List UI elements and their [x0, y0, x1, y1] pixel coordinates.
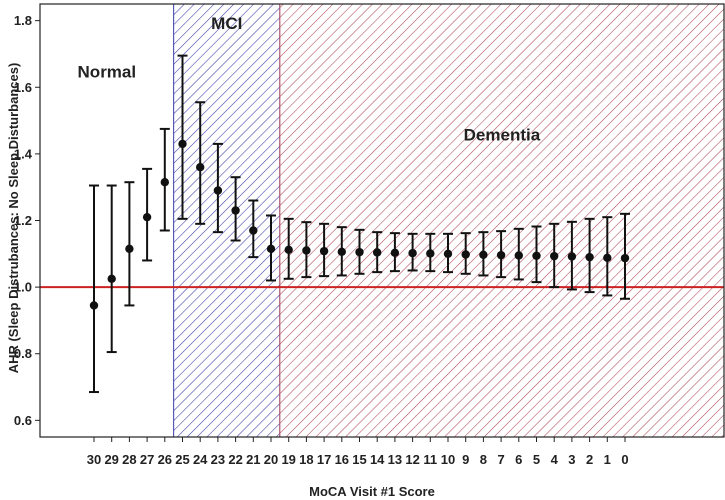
- data-point: [620, 253, 630, 263]
- x-tick-label: 19: [281, 452, 295, 467]
- x-tick-label: 21: [246, 452, 260, 467]
- data-point: [355, 247, 364, 257]
- region-label-normal: Normal: [78, 62, 137, 81]
- x-ticks-layer: 30 29 28 27 26 25 24 23 22 21 20 19 18 17 16 15 14 13 12 11…: [87, 437, 629, 467]
- region-label-mci: MCI: [211, 14, 242, 33]
- data-point: [107, 274, 116, 283]
- x-tick-label: 10: [441, 452, 455, 467]
- data-point: [337, 247, 346, 257]
- data-point: [196, 163, 205, 172]
- x-tick-label: 23: [211, 452, 225, 467]
- x-tick-label: 5: [533, 452, 540, 467]
- y-tick-label: 0.8: [14, 346, 32, 361]
- x-tick-label: 4: [551, 452, 559, 467]
- x-tick-label: 18: [299, 452, 313, 467]
- region-dementia: [279, 3, 725, 438]
- data-point: [142, 212, 152, 222]
- data-point: [266, 244, 276, 254]
- x-tick-label: 11: [423, 452, 437, 467]
- x-tick-label: 6: [515, 452, 522, 467]
- y-tick-label: 1.8: [14, 13, 32, 28]
- x-tick-label: 28: [122, 452, 136, 467]
- data-point: [249, 226, 258, 235]
- data-point: [479, 250, 488, 260]
- x-tick-label: 30: [87, 452, 101, 467]
- y-axis-title: AHR (Sleep Distrubances: No Sleep Distur…: [6, 63, 21, 374]
- x-tick-label: 8: [480, 452, 487, 467]
- x-tick-label: 22: [228, 452, 242, 467]
- data-point: [496, 250, 506, 260]
- x-tick-label: 0: [621, 452, 628, 467]
- data-point: [514, 251, 523, 260]
- data-point: [125, 244, 134, 254]
- points-layer: [89, 139, 630, 310]
- y-tick-label: 1.0: [14, 280, 32, 295]
- data-point: [178, 139, 187, 149]
- x-tick-label: 2: [586, 452, 593, 467]
- x-tick-label: 17: [317, 452, 331, 467]
- data-point: [213, 186, 223, 195]
- data-point: [373, 248, 382, 257]
- data-point: [532, 251, 541, 261]
- data-point: [603, 253, 612, 263]
- y-ticks-layer: 0.6 0.8 1.0 1.2 1.4 1.6 1.8: [14, 13, 40, 428]
- data-point: [89, 301, 99, 310]
- x-tick-label: 14: [370, 452, 385, 467]
- data-point: [319, 246, 329, 256]
- data-point: [461, 250, 470, 259]
- x-tick-label: 12: [405, 452, 419, 467]
- data-point: [550, 251, 559, 261]
- region-mci: [173, 3, 281, 438]
- x-tick-label: 15: [352, 452, 366, 467]
- x-axis-title: MoCA Visit #1 Score: [309, 484, 435, 499]
- data-point: [585, 252, 594, 262]
- data-point: [390, 248, 400, 258]
- x-tick-label: 26: [158, 452, 172, 467]
- x-tick-label: 20: [264, 452, 278, 467]
- data-point: [426, 249, 435, 258]
- x-tick-label: 24: [193, 452, 208, 467]
- y-tick-label: 1.4: [14, 146, 33, 161]
- x-tick-label: 1: [604, 452, 611, 467]
- region-label-dementia: Dementia: [464, 126, 541, 145]
- y-tick-label: 1.6: [14, 80, 32, 95]
- x-tick-label: 25: [175, 452, 189, 467]
- data-point: [231, 206, 240, 215]
- data-point: [443, 249, 453, 259]
- data-point: [408, 248, 417, 258]
- y-tick-label: 0.6: [14, 413, 32, 428]
- data-point: [284, 245, 293, 255]
- x-tick-label: 13: [388, 452, 402, 467]
- x-tick-label: 9: [462, 452, 469, 467]
- data-point: [160, 177, 169, 187]
- data-point: [567, 252, 577, 261]
- data-point: [302, 246, 311, 255]
- x-tick-label: 7: [497, 452, 504, 467]
- x-tick-label: 3: [568, 452, 575, 467]
- x-tick-label: 16: [335, 452, 349, 467]
- y-tick-label: 1.2: [14, 213, 32, 228]
- x-tick-label: 27: [140, 452, 154, 467]
- x-tick-label: 29: [104, 452, 118, 467]
- regions-layer: Normal MCI Dementia: [40, 3, 725, 438]
- region-normal: [40, 4, 174, 437]
